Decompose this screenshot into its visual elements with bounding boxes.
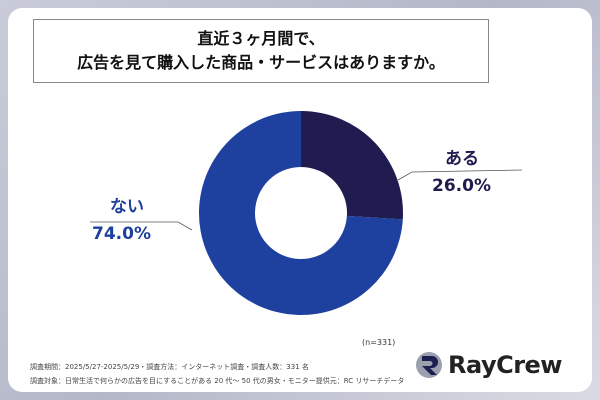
raycrew-logo: RayCrew: [414, 350, 562, 380]
label-nai: ない: [110, 197, 144, 217]
footnote-1: 調査期間：2025/5/27-2025/5/29・調査方法：インターネット調査・…: [30, 363, 309, 371]
footnote-2: 調査対象：日常生活で何らかの広告を目にすることがある 20 代～ 50 代の男女…: [30, 377, 405, 385]
title-line-2: 広告を見て購入した商品・サービスはありますか。: [77, 53, 445, 72]
value-aru: 26.0%: [432, 176, 491, 196]
logo-text: RayCrew: [448, 351, 562, 379]
leader-line-1: [90, 221, 193, 231]
donut-slice-0: [301, 111, 403, 220]
title-line-1: 直近３ヶ月間で、: [197, 29, 325, 48]
label-aru: ある: [445, 149, 479, 169]
donut-slice-1: [199, 111, 403, 316]
chart-title: 直近３ヶ月間で、 広告を見て購入した商品・サービスはありますか。: [33, 19, 489, 83]
sample-size: (n=331): [362, 338, 396, 347]
logo-mark-icon: [416, 352, 442, 378]
value-nai: 74.0%: [92, 224, 151, 244]
leader-line-0: [397, 169, 523, 181]
